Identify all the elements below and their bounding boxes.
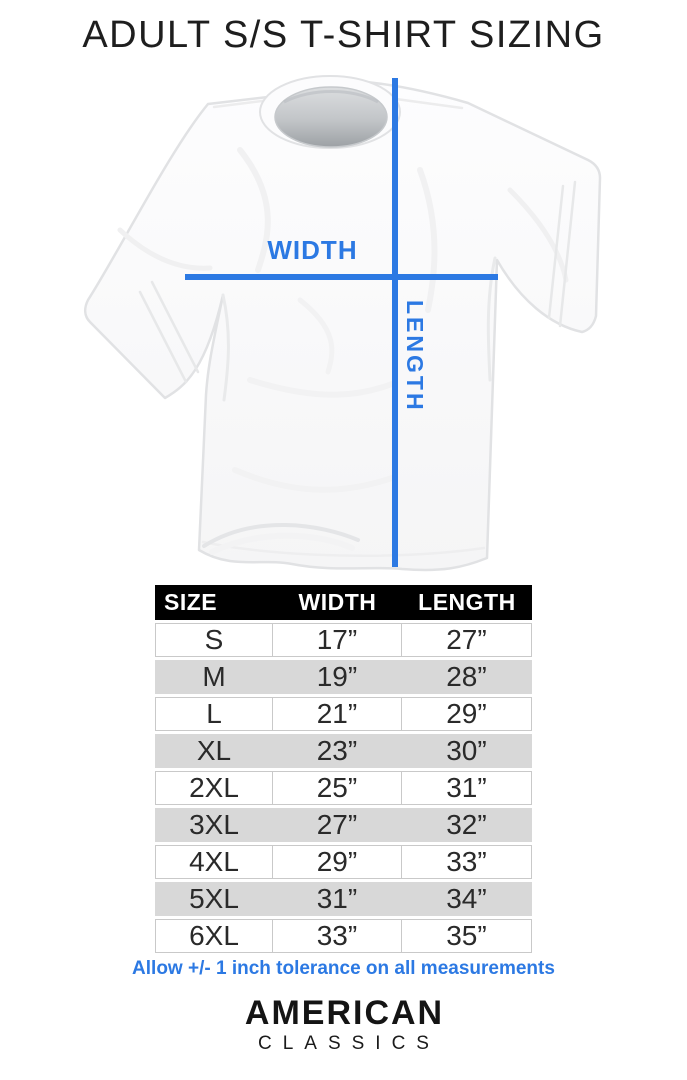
table-cell: 29” [401, 697, 532, 731]
table-cell: 27” [273, 808, 402, 842]
table-cell: 25” [273, 771, 402, 805]
table-cell: 5XL [155, 882, 273, 916]
size-table-body: S 17” 27” M 19” 28” L 21” 29” XL 23” 30” 2XL 25” 31” 3X… [155, 623, 532, 953]
table-row: 3XL 27” 32” [155, 808, 532, 842]
table-cell: 30” [401, 734, 532, 768]
brand-name: AMERICAN [244, 994, 445, 1032]
table-cell: 23” [273, 734, 402, 768]
table-cell: 34” [401, 882, 532, 916]
table-cell: 4XL [155, 845, 273, 879]
table-cell: XL [155, 734, 273, 768]
table-row: 5XL 31” 34” [155, 882, 532, 916]
table-cell: 3XL [155, 808, 273, 842]
table-cell: 2XL [155, 771, 273, 805]
header-size: SIZE [164, 589, 218, 615]
table-cell: 21” [273, 697, 402, 731]
table-cell: L [155, 697, 273, 731]
length-measure-line [392, 78, 398, 567]
table-row: S 17” 27” [155, 623, 532, 657]
table-cell: 17” [273, 623, 402, 657]
table-cell: 33” [273, 919, 402, 953]
table-row: M 19” 28” [155, 660, 532, 694]
table-cell: 31” [401, 771, 532, 805]
table-cell: 32” [401, 808, 532, 842]
brand-subname: CLASSICS [258, 1033, 440, 1054]
table-row: 2XL 25” 31” [155, 771, 532, 805]
size-table: SIZE WIDTH LENGTH S 17” 27” M 19” 28” L 21” 29” X… [155, 585, 532, 953]
table-row: L 21” 29” [155, 697, 532, 731]
table-cell: 35” [401, 919, 532, 953]
width-label: WIDTH [267, 235, 358, 265]
table-row: 4XL 29” 33” [155, 845, 532, 879]
table-cell: 28” [401, 660, 532, 694]
table-cell: 6XL [155, 919, 273, 953]
table-cell: 29” [273, 845, 402, 879]
size-table-header: SIZE WIDTH LENGTH [155, 585, 532, 620]
table-cell: 27” [401, 623, 532, 657]
header-width: WIDTH [298, 589, 377, 615]
table-row: XL 23” 30” [155, 734, 532, 768]
tolerance-note: Allow +/- 1 inch tolerance on all measur… [132, 958, 555, 979]
length-label: LENGTH [402, 300, 428, 413]
table-row: 6XL 33” 35” [155, 919, 532, 953]
table-cell: 19” [273, 660, 402, 694]
width-measure-line [185, 274, 498, 280]
table-cell: M [155, 660, 273, 694]
header-length: LENGTH [418, 589, 516, 615]
table-cell: S [155, 623, 273, 657]
table-cell: 31” [273, 882, 402, 916]
page-title: ADULT S/S T-SHIRT SIZING [82, 14, 605, 56]
table-cell: 33” [401, 845, 532, 879]
